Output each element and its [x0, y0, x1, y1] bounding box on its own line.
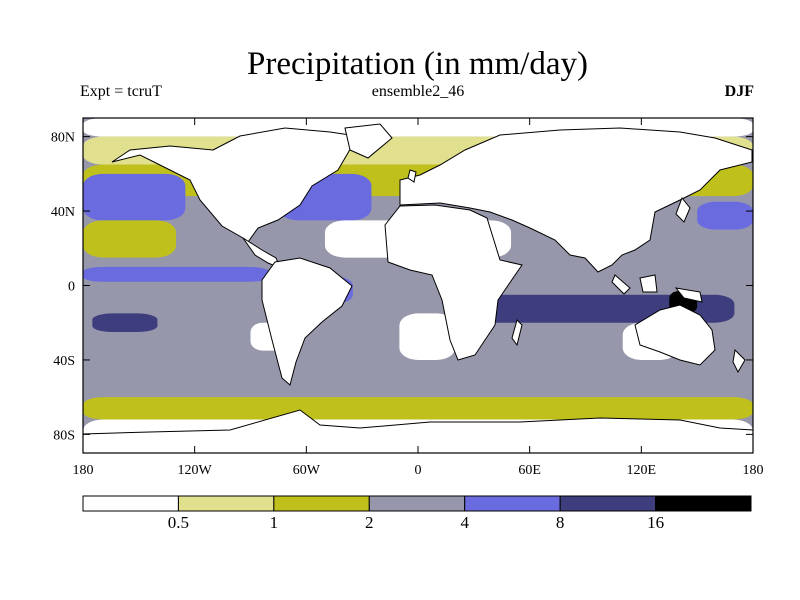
- coast-australia: [634, 304, 716, 366]
- precip-zone: [83, 359, 753, 398]
- coast-africa: [384, 204, 523, 361]
- lat-tick-label: 40S: [53, 354, 75, 369]
- colorbar-bin: [273, 495, 370, 512]
- lat-tick-label: 80N: [51, 131, 75, 146]
- lat-tick-label: 40N: [51, 205, 75, 220]
- precip-zone: [83, 173, 186, 221]
- coast-new-guinea: [674, 287, 703, 303]
- coast-eurasia: [399, 127, 753, 273]
- coast-madagascar: [511, 319, 523, 347]
- precip-zone: [697, 201, 753, 230]
- precip-zone: [83, 397, 753, 420]
- experiment-label: Expt = tcruT: [80, 83, 162, 100]
- precip-zone: [83, 220, 177, 258]
- map-axes: 80N 40N 0 40S 80S 180 120W 60W 0 60E 120E 180: [51, 118, 764, 478]
- colorbar: 0.5 1 2 4 8 16: [82, 495, 752, 532]
- colorbar-bin: [655, 495, 752, 512]
- season-label: DJF: [724, 83, 754, 100]
- precip-zone: [399, 313, 456, 360]
- coast-new-zealand: [732, 348, 746, 374]
- colorbar-label: 8: [556, 513, 565, 532]
- colorbar-label: 1: [270, 513, 279, 532]
- colorbar-bin: [177, 495, 275, 512]
- lon-tick-label: 180: [743, 463, 764, 478]
- colorbar-bin: [464, 495, 561, 512]
- colorbar-label: 2: [365, 513, 374, 532]
- coast-british-isles: [407, 169, 417, 183]
- coast-sumatra: [611, 274, 631, 295]
- lon-tick-label: 120W: [178, 463, 213, 478]
- ensemble-label: ensemble2_46: [371, 83, 465, 100]
- coast-greenland: [344, 123, 393, 159]
- coastlines: [83, 123, 753, 453]
- lat-tick-label: 0: [68, 280, 75, 295]
- lon-tick-label: 60W: [293, 463, 321, 478]
- colorbar-label: 0.5: [168, 513, 189, 532]
- lon-tick-label: 0: [415, 463, 422, 478]
- precip-zone: [83, 266, 270, 282]
- figure-title: Precipitation (in mm/day): [247, 46, 588, 82]
- lon-tick-label: 180: [73, 463, 94, 478]
- coast-south-america: [261, 257, 353, 386]
- lon-tick-label: 120E: [627, 463, 657, 478]
- lat-tick-label: 80S: [53, 428, 75, 443]
- coast-japan: [675, 197, 691, 223]
- colorbar-label: 4: [460, 513, 469, 532]
- colorbar-bin: [368, 495, 466, 512]
- coast-borneo: [639, 274, 658, 293]
- colorbar-bin: [559, 495, 657, 512]
- colorbar-bin: [82, 495, 179, 512]
- colorbar-label: 16: [647, 513, 664, 532]
- precip-zone: [92, 313, 158, 333]
- lon-tick-label: 60E: [518, 463, 541, 478]
- coast-antarctica: [83, 409, 753, 453]
